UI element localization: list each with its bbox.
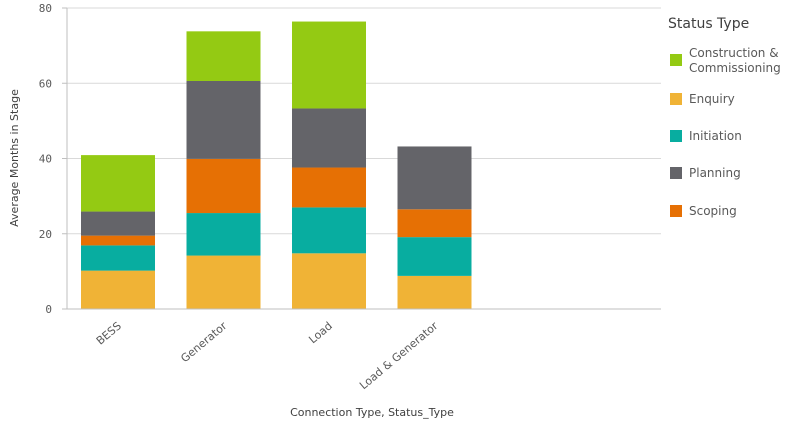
legend-swatch — [670, 167, 682, 179]
bar-segment[interactable] — [81, 155, 155, 212]
legend-title: Status Type — [668, 16, 749, 32]
bar-segment[interactable] — [292, 207, 366, 254]
bar-segment[interactable] — [397, 275, 472, 309]
legend-label: Initiation — [689, 129, 742, 143]
y-tick-label: 0 — [45, 303, 52, 316]
x-category-label: Load & Generator — [357, 319, 441, 392]
y-tick-label: 60 — [39, 77, 52, 90]
bar-segment[interactable] — [81, 245, 155, 271]
legend-swatch — [670, 205, 682, 217]
bar-segment[interactable] — [397, 146, 472, 210]
bar-segment[interactable] — [397, 237, 472, 276]
bar-segment[interactable] — [186, 255, 261, 309]
legend-label: Enquiry — [689, 92, 735, 106]
bar-segment[interactable] — [186, 31, 261, 81]
x-category-label: Generator — [178, 319, 230, 365]
legend-swatch — [670, 93, 682, 105]
bar-segment[interactable] — [292, 21, 366, 109]
x-category-label: Load — [306, 319, 335, 346]
bars — [81, 21, 472, 309]
bar-segment[interactable] — [292, 108, 366, 168]
bar-segment[interactable] — [186, 213, 261, 256]
y-tick-label: 20 — [39, 228, 52, 241]
x-axis-title: Connection Type, Status_Type — [290, 406, 454, 419]
legend-swatch — [670, 130, 682, 142]
bar-segment[interactable] — [397, 209, 472, 238]
bar-segment[interactable] — [81, 270, 155, 309]
legend-swatch — [670, 54, 682, 66]
bar-segment[interactable] — [81, 211, 155, 236]
y-tick-label: 80 — [39, 2, 52, 15]
bar-segment[interactable] — [186, 158, 261, 214]
legend-label: Construction & — [689, 46, 779, 60]
bar-segment[interactable] — [292, 253, 366, 309]
x-category-label: BESS — [94, 319, 124, 347]
legend-label-line2: Commissioning — [689, 61, 781, 75]
legend-label: Scoping — [689, 204, 737, 218]
legend-label: Planning — [689, 166, 741, 180]
bar-segment[interactable] — [292, 167, 366, 208]
legend: Status Type Construction &Commissioning E… — [668, 16, 781, 218]
bar-segment[interactable] — [186, 80, 261, 159]
y-tick-label: 40 — [39, 153, 52, 166]
y-axis-title: Average Months in Stage — [8, 89, 21, 227]
bar-segment[interactable] — [81, 235, 155, 246]
